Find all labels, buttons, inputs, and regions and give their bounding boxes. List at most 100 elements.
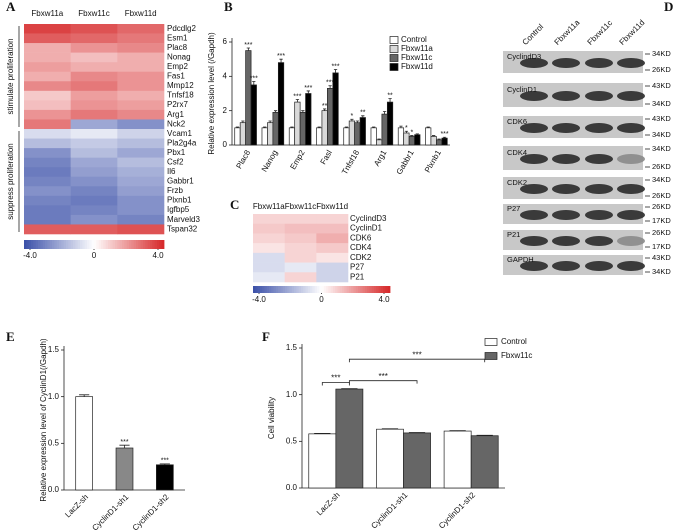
colorbar-step [264,286,268,293]
bar [308,433,337,489]
significance: *** [161,458,169,465]
row-label: Plxnb1 [167,196,192,205]
blot-band [520,236,548,246]
marker-label: 43KD [652,81,671,90]
marker-label: 34KD [652,49,671,58]
colorbar-step [314,286,318,293]
blot-band [520,123,548,133]
error-bar [323,108,327,111]
error-bar [426,126,430,128]
heatmap-cell [70,176,118,187]
significance: ** [360,110,366,117]
bar [436,139,443,146]
heatmap-cell [117,119,165,130]
row-label: Emp2 [167,62,188,71]
heatmap-cell [70,129,118,139]
row-label: CyclinD1 [350,224,383,233]
error-bar [246,47,250,51]
error-bar [437,138,441,140]
bar [381,113,388,146]
colorbar-label: 0 [319,295,324,304]
colorbar-step [136,240,139,249]
heatmap-cell [24,52,71,63]
bar [75,396,93,491]
colorbar-step [103,240,107,249]
y-axis-label: Relative expression level (/Gapdh) [207,32,216,155]
error-bar [361,115,365,118]
error-bar [372,126,376,128]
colorbar-step [61,240,65,249]
colorbar-label: 4.0 [152,251,164,260]
error-bar [350,118,354,121]
y-tick-label: 1.0 [286,390,298,399]
colorbar-step [355,286,359,293]
heatmap-cell [117,52,165,63]
colorbar-step [310,286,313,293]
bar [267,122,274,146]
significance: *** [326,80,334,87]
colorbar-step [87,240,90,249]
row-label: Il6 [167,167,176,176]
colorbar-step [303,286,306,293]
heatmap-cell [70,119,118,130]
bar [277,62,285,146]
colorbar-step [369,286,373,293]
heatmap-cell [117,33,165,44]
blot-band [520,210,548,220]
heatmap-cell [117,138,165,149]
colorbar-label: 4.0 [378,295,390,304]
colorbar-step [129,240,132,249]
colorbar-step [257,286,261,293]
colorbar-step [40,240,44,249]
colorbar-step [66,240,69,249]
row-label: Fas1 [167,72,185,81]
row-label: Csf2 [167,158,184,167]
heatmap-cell [70,109,118,120]
error-bar [295,99,300,103]
colorbar-step [94,240,97,249]
bar [332,72,339,146]
y-tick-label: 1.5 [48,345,60,354]
bar [397,127,405,146]
colorbar-label: -4.0 [23,251,37,260]
colorbar-step [371,286,375,293]
blot-band [552,236,580,246]
marker-label: 34KD [652,99,671,108]
error-bar [290,126,294,128]
x-tick-label: CyclinD1-sh1 [90,492,130,530]
colorbar-step [307,286,311,293]
heatmap-cell [253,243,285,254]
colorbar-step [24,240,27,249]
colorbar-step [161,240,165,249]
colorbar-step [33,240,37,249]
marker-label: 34KD [652,267,671,276]
blot-band [552,123,580,133]
significance: *** [304,85,312,92]
significance: *** [440,131,448,138]
colorbar-step [262,286,265,293]
row-label: Nonag [167,53,191,62]
error-bar [159,463,170,465]
protein-label: GAPDH [507,255,534,264]
significance: *** [277,53,285,60]
x-tick-label: Arg1 [372,148,389,168]
colorbar-step [298,286,302,293]
colorbar-step [68,240,72,249]
bar [443,430,472,489]
heatmap-cell [24,129,71,139]
colorbar-step [35,240,39,249]
bar [348,120,355,146]
legend-label: Fbxw11c [501,351,532,360]
bar [335,388,364,489]
error-bar [273,110,278,113]
significance: *** [379,372,388,381]
heatmap-cell [70,157,118,168]
colorbar-step [112,240,116,249]
colorbar-step [143,240,146,249]
colorbar-step [321,286,325,293]
colorbar-step [271,286,274,293]
protein-label: CyclinD1 [507,85,537,94]
y-tick-label: 2 [223,106,228,115]
legend-swatch [389,63,399,71]
bar [430,136,437,146]
